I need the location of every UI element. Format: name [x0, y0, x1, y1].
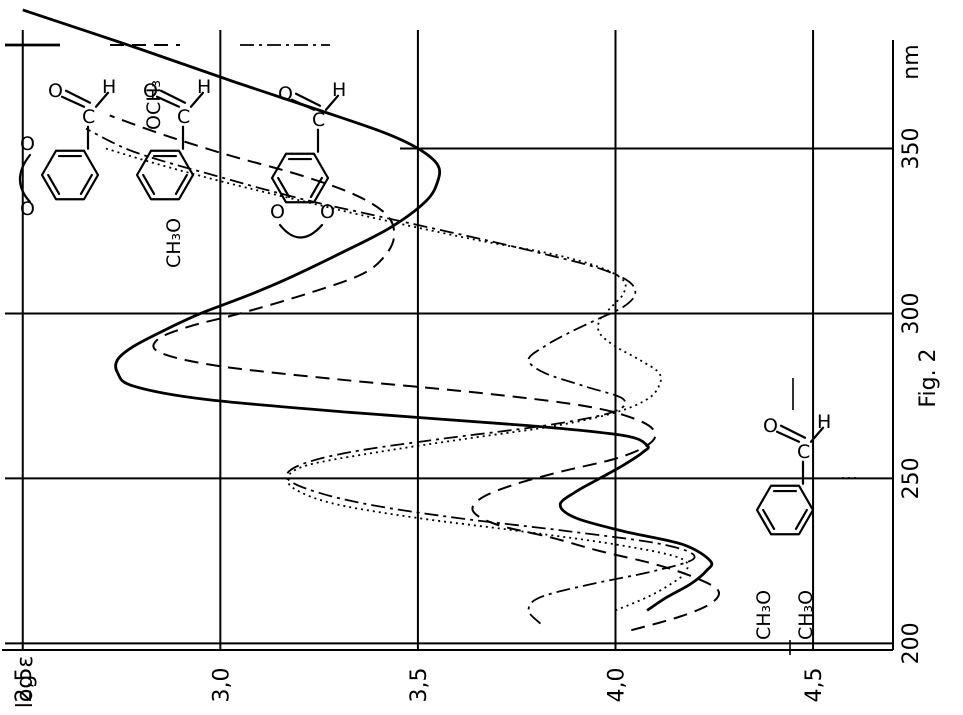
series-line-dashed [109, 114, 721, 632]
methylene-bridge [18, 153, 32, 204]
double-bond [309, 176, 323, 199]
figure-label: Fig. 2 [916, 348, 941, 407]
aldehyde-carbon: C [177, 106, 190, 128]
series-line-dash-dot [85, 127, 696, 625]
aldehyde-carbon: C [797, 441, 810, 463]
legend-structure-dotted: CO H CH₃O CH₃O [753, 378, 831, 655]
aldehyde-oxygen: O [763, 415, 778, 437]
methoxy-label: CH₃O [795, 590, 817, 640]
carbonyl-bond [64, 89, 92, 104]
double-bond [174, 173, 188, 196]
carbonyl-bond [60, 95, 86, 108]
carbonyl-bond [775, 430, 801, 443]
series-line-dotted [105, 147, 689, 612]
methoxy-label: OCH₃ [143, 80, 165, 130]
y-tick-label: 3,0 [209, 668, 234, 703]
benzene-ring [755, 484, 815, 536]
y-tick-label: 3,5 [407, 668, 432, 703]
x-axis-unit-label: nm [899, 44, 924, 79]
double-bond [794, 508, 808, 531]
methoxy-label: CH₃O [753, 590, 775, 640]
y-tick-label: 4,0 [604, 668, 629, 703]
x-tick-label: 350 [899, 127, 924, 169]
ring-oxygen: O [20, 198, 35, 220]
ch-bond [189, 91, 205, 108]
methylene-bridge [278, 223, 324, 239]
double-bond [762, 508, 776, 531]
benzene-ring [135, 149, 195, 201]
aldehyde-oxygen: O [48, 80, 63, 102]
y-tick-label: 2,5 [12, 668, 37, 703]
ch-bond [94, 91, 110, 108]
carbonyl-bond [290, 98, 316, 111]
double-bond [47, 173, 61, 196]
carbonyl-bond [294, 92, 322, 107]
double-bond [79, 173, 93, 196]
curve-layer [22, 8, 721, 632]
aldehyde-oxygen: O [143, 80, 158, 102]
x-tick-label: 200 [899, 622, 924, 664]
double-bond [277, 176, 291, 199]
carbonyl-bond [159, 89, 187, 104]
x-tick-label: 300 [899, 292, 924, 334]
methoxy-label: CH₃O [163, 218, 185, 268]
y-axis-label: log ε [13, 656, 38, 708]
legend-structure-dashed: CO H OCH₃ CH₃O [135, 76, 211, 268]
carbonyl-bond [779, 424, 807, 439]
grid-layer [2, 30, 894, 651]
benzene-ring [40, 149, 100, 201]
benzene-ring [270, 152, 330, 204]
double-bond [142, 173, 156, 196]
legend-structure-solid: CO HOO [18, 76, 116, 220]
aldehyde-carbon: C [312, 109, 325, 131]
ring-oxygen: O [270, 201, 285, 223]
aldehyde-hydrogen: H [197, 76, 211, 98]
ch-bond [324, 94, 340, 111]
aldehyde-hydrogen: H [102, 76, 116, 98]
series-line-solid [22, 8, 714, 612]
aldehyde-hydrogen: H [332, 79, 346, 101]
aldehyde-carbon: C [82, 106, 95, 128]
ch-bond [809, 426, 825, 443]
aldehyde-oxygen: O [278, 83, 293, 105]
x-tick-label: 250 [899, 457, 924, 499]
y-tick-label: 4,5 [802, 668, 827, 703]
aldehyde-hydrogen: H [817, 411, 831, 433]
ring-oxygen: O [20, 133, 35, 155]
legend-structure-dash-dot: CO HO O [270, 79, 346, 239]
ring-oxygen: O [320, 201, 335, 223]
carbonyl-bond [155, 95, 181, 108]
